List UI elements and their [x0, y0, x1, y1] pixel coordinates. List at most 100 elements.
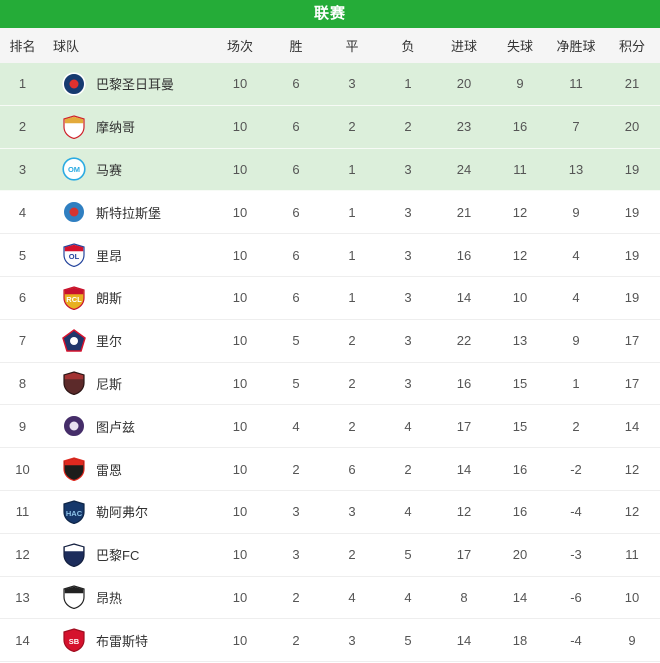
win-value: 6: [292, 290, 300, 306]
col-points: 积分: [618, 39, 645, 54]
loss-value: 5: [404, 547, 412, 563]
win-value: 4: [292, 418, 300, 434]
points-value: 21: [624, 76, 640, 92]
team-cell: 里尔: [45, 319, 212, 362]
col-loss: 负: [401, 39, 415, 54]
svg-text:RCL: RCL: [66, 295, 82, 304]
team-logo-icon: [62, 457, 86, 482]
win-value: 6: [292, 161, 300, 177]
table-row: 7 里尔 10 5 2 3 22 13 9 17: [0, 319, 660, 363]
draw-value: 3: [348, 76, 356, 92]
goal-diff-value: -2: [570, 461, 582, 477]
draw-value: 4: [348, 589, 356, 605]
table-row: 9 图卢兹 10 4 2 4 17 15 2 14: [0, 404, 660, 448]
goal-diff-value: -6: [570, 589, 582, 605]
goals-for-value: 17: [456, 418, 472, 434]
team-logo-icon: [62, 200, 86, 224]
team-name: 图卢兹: [96, 419, 136, 435]
win-value: 3: [292, 504, 300, 520]
goals-against-value: 16: [512, 461, 528, 477]
points-value: 11: [625, 547, 639, 563]
loss-value: 2: [404, 119, 412, 135]
col-goals-for: 进球: [450, 39, 477, 54]
loss-value: 4: [404, 418, 412, 434]
points-value: 19: [624, 247, 640, 263]
played-value: 10: [232, 247, 248, 263]
goals-for-value: 24: [456, 161, 472, 177]
win-value: 2: [292, 632, 300, 648]
rank-value: 10: [15, 461, 30, 477]
goals-against-value: 10: [512, 290, 528, 306]
rank-value: 9: [18, 418, 27, 434]
goal-diff-value: 9: [572, 204, 580, 220]
team-name: 尼斯: [96, 376, 123, 392]
points-value: 9: [628, 632, 636, 648]
points-value: 19: [624, 161, 640, 177]
win-value: 6: [292, 119, 300, 135]
rank-value: 3: [18, 161, 27, 177]
team-name: 巴黎FC: [96, 548, 140, 564]
draw-value: 3: [348, 632, 356, 648]
team-cell: OM 马赛: [45, 148, 212, 191]
loss-value: 3: [404, 161, 412, 177]
svg-text:OM: OM: [68, 165, 80, 174]
team-name: 雷恩: [96, 462, 123, 478]
goals-against-value: 12: [512, 204, 528, 220]
team-name: 摩纳哥: [96, 120, 136, 136]
team-cell: SB 布雷斯特: [45, 619, 212, 662]
goal-diff-value: 1: [572, 375, 580, 391]
goals-for-value: 14: [456, 290, 472, 306]
draw-value: 1: [348, 161, 356, 177]
loss-value: 3: [404, 333, 412, 349]
team-name: 昂热: [96, 590, 123, 606]
goals-for-value: 17: [456, 547, 472, 563]
goal-diff-value: -3: [570, 547, 582, 563]
win-value: 6: [292, 247, 300, 263]
rank-value: 11: [15, 504, 30, 520]
goals-against-value: 18: [512, 632, 528, 648]
draw-value: 2: [348, 119, 356, 135]
played-value: 10: [232, 290, 248, 306]
team-name: 布雷斯特: [96, 633, 149, 649]
goals-against-value: 16: [512, 504, 528, 520]
rank-value: 14: [15, 632, 30, 648]
played-value: 10: [232, 418, 248, 434]
loss-value: 3: [404, 204, 412, 220]
table-row: 4 斯特拉斯堡 10 6 1 3 21 12 9 19: [0, 190, 660, 234]
table-row: 8 尼斯 10 5 2 3 16 15 1 17: [0, 362, 660, 405]
col-goals-against: 失球: [506, 39, 533, 54]
points-value: 10: [624, 589, 640, 605]
rank-value: 1: [18, 76, 27, 92]
goals-against-value: 12: [512, 247, 528, 263]
points-value: 19: [624, 204, 640, 220]
goals-for-value: 14: [456, 461, 472, 477]
team-name: 里昂: [96, 248, 123, 264]
standings-table: 排名 球队 场次 胜 平 负 进球 失球 净胜球 积分 1 巴黎圣日耳曼 10 …: [0, 28, 660, 662]
rank-value: 4: [18, 204, 27, 220]
played-value: 10: [232, 632, 248, 648]
table-row: 6 RCL 朗斯 10 6 1 3 14 10 4 19: [0, 276, 660, 320]
played-value: 10: [232, 504, 248, 520]
draw-value: 2: [348, 333, 356, 349]
rank-value: 8: [18, 375, 27, 391]
goals-against-value: 14: [512, 589, 528, 605]
played-value: 10: [232, 547, 248, 563]
col-played: 场次: [226, 39, 253, 54]
points-value: 19: [624, 290, 640, 306]
goals-against-value: 9: [516, 76, 524, 92]
rank-value: 13: [15, 589, 30, 605]
league-title-bar: 联赛: [0, 0, 660, 28]
team-cell: 巴黎圣日耳曼: [45, 63, 212, 105]
goals-against-value: 11: [513, 161, 527, 177]
rank-value: 7: [18, 333, 27, 349]
goals-for-value: 23: [456, 119, 472, 135]
goal-diff-value: 7: [572, 119, 580, 135]
win-value: 2: [292, 461, 300, 477]
loss-value: 4: [404, 589, 412, 605]
team-name: 朗斯: [96, 291, 123, 307]
points-value: 17: [624, 375, 640, 391]
points-value: 14: [624, 418, 640, 434]
loss-value: 5: [404, 632, 412, 648]
col-draw: 平: [345, 39, 359, 54]
